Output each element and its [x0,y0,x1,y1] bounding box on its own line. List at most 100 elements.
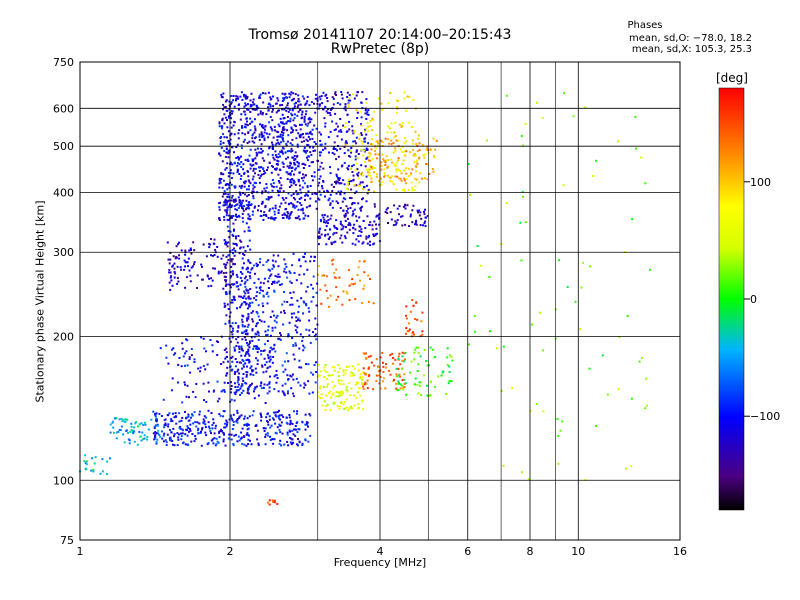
data-point [218,182,221,185]
data-point [429,148,432,151]
data-point [270,98,273,101]
data-point [257,444,260,447]
data-point [253,397,256,400]
data-point [273,125,276,128]
data-point [329,396,332,399]
data-point [275,321,278,324]
data-point [236,421,239,424]
data-point [272,442,275,445]
data-point [260,147,263,150]
data-point [198,413,201,416]
data-point [319,139,322,142]
data-point [202,382,205,385]
data-point [269,274,272,277]
data-point [274,217,277,219]
data-point [238,351,241,354]
data-point [337,177,340,180]
data-point [284,151,287,154]
data-point [289,212,292,215]
data-point [293,206,296,209]
data-point [277,415,280,418]
data-point [93,462,96,465]
data-point [348,382,351,385]
data-point [403,190,406,193]
data-point [164,418,167,421]
data-point [283,258,286,261]
data-point [245,359,248,362]
data-point [184,249,187,252]
data-point [398,352,401,355]
data-point [210,412,213,414]
data-point [335,200,338,203]
data-point [241,314,244,317]
data-point [321,102,324,105]
data-point [262,219,265,221]
data-point [345,142,348,145]
data-point [285,271,288,274]
data-point [295,101,297,104]
data-point [331,206,334,209]
data-point [264,171,267,174]
data-point [236,171,239,174]
data-point [314,149,317,152]
data-point [256,348,259,351]
data-point [273,501,276,504]
data-point [184,443,187,446]
data-point [219,181,222,184]
data-point [156,438,159,441]
data-point [327,199,330,202]
data-point [291,138,294,141]
data-point [268,415,271,418]
data-point [155,424,157,427]
data-point [281,92,284,95]
data-point [306,95,309,98]
data-point [222,415,225,418]
data-point [414,154,417,157]
data-point [257,338,260,341]
data-point [414,185,417,188]
data-point [308,392,311,395]
data-point [230,199,233,202]
data-point [441,371,444,374]
data-point [335,391,338,394]
data-point [265,416,268,419]
data-point [434,356,437,359]
data-point [251,140,254,143]
data-point [355,184,358,187]
data-point [295,428,298,431]
data-point [582,261,585,264]
data-point [342,374,345,377]
data-point [298,428,301,431]
data-point [425,148,428,151]
data-point [189,274,192,277]
data-point [246,108,249,111]
data-point [314,317,317,320]
data-point [318,235,321,238]
data-point [260,416,263,418]
data-point [247,226,250,229]
data-point [184,411,186,413]
data-point [303,149,306,152]
data-point [222,272,225,274]
data-point [403,150,406,153]
data-point [307,190,310,193]
data-point [318,168,321,171]
data-point [143,437,146,440]
data-point [281,121,284,124]
data-point [359,375,362,378]
data-point [238,415,241,418]
data-point [339,220,342,223]
data-point [223,381,226,384]
data-point [327,237,330,240]
data-point [178,254,180,257]
data-point [299,265,302,268]
data-point [222,92,225,95]
data-point [520,135,523,137]
data-point [367,109,370,112]
data-point [362,367,365,370]
data-point [238,372,241,375]
data-point [216,255,219,258]
data-point [252,390,255,393]
data-point [349,394,352,397]
data-point [261,113,264,116]
